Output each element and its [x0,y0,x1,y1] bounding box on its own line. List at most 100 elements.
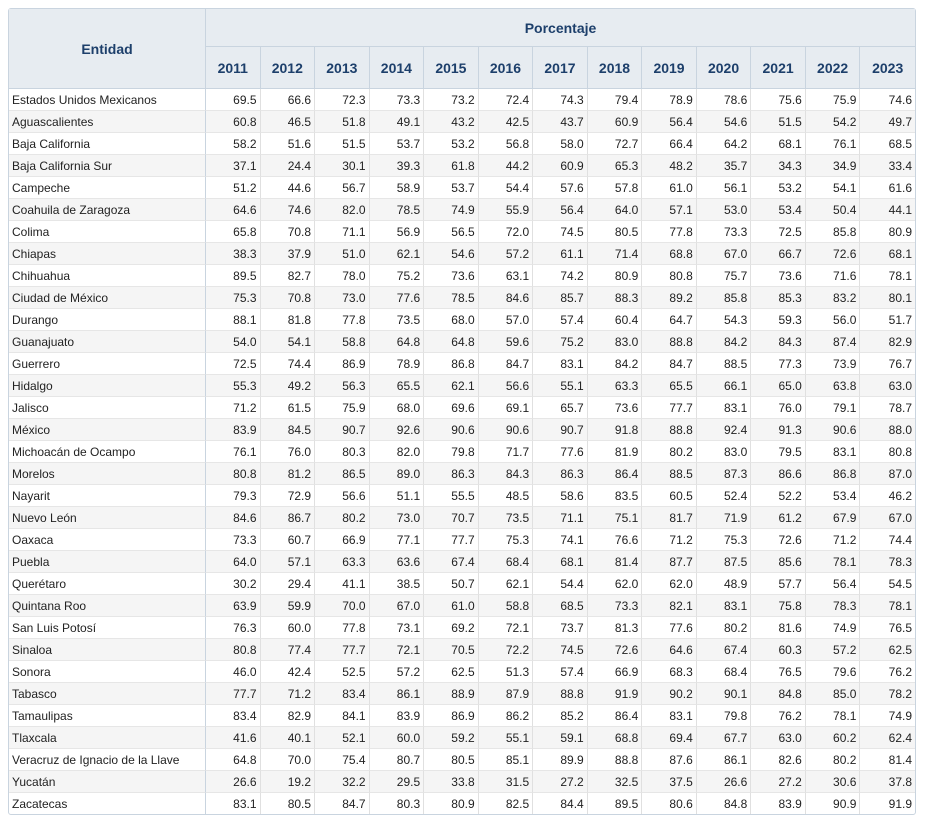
value-cell: 62.5 [424,661,479,683]
value-cell: 61.0 [424,595,479,617]
value-cell: 73.3 [369,89,425,111]
table-row: Nayarit 79.3 72.9 56.6 51.1 55.5 48.5 58.6 83.5 6… [9,485,915,507]
value-cell: 49.1 [369,111,425,133]
entity-name-cell: Oaxaca [9,529,206,551]
value-cell: 48.2 [642,155,697,177]
header-row-group: Entidad Porcentaje [9,9,915,89]
entity-name-cell: Quintana Roo [9,595,206,617]
value-cell: 44.1 [860,199,915,221]
value-cell: 74.9 [424,199,479,221]
value-cell: 89.5 [206,265,261,287]
column-header-year[interactable]: 2018 [587,47,643,89]
value-cell: 43.2 [424,111,479,133]
value-cell: 55.9 [478,199,534,221]
value-cell: 83.1 [805,441,861,463]
value-cell: 85.3 [751,287,806,309]
value-cell: 78.3 [860,551,915,573]
value-cell: 65.5 [369,375,425,397]
value-cell: 67.4 [696,639,752,661]
value-cell: 80.9 [424,793,479,814]
table-row: San Luis Potosí 76.3 60.0 77.8 73.1 69.2 72.1 7… [9,617,915,639]
value-cell: 85.0 [805,683,861,705]
value-cell: 83.1 [206,793,261,814]
entity-name-cell: Chihuahua [9,265,206,287]
column-header-year[interactable]: 2023 [860,47,915,89]
value-cell: 91.8 [587,419,643,441]
value-cell: 50.4 [805,199,861,221]
column-header-year[interactable]: 2011 [206,47,261,89]
table-row: Baja California 58.2 51.6 51.5 53.7 53.2 56.8 5… [9,133,915,155]
column-header-year[interactable]: 2019 [642,47,697,89]
column-header-year[interactable]: 2021 [751,47,806,89]
value-cell: 82.0 [315,199,370,221]
value-cell: 60.5 [642,485,697,507]
value-cell: 89.0 [369,463,425,485]
entity-name-cell: Ciudad de México [9,287,206,309]
table-row: Quintana Roo 63.9 59.9 70.0 67.0 61.0 58.8 68.5… [9,595,915,617]
value-cell: 74.2 [533,265,588,287]
value-cell: 85.2 [533,705,588,727]
value-cell: 75.9 [805,89,861,111]
value-cell: 29.5 [369,771,425,793]
value-cell: 73.5 [478,507,534,529]
value-cell: 72.3 [315,89,370,111]
value-cell: 90.1 [696,683,752,705]
column-header-year[interactable]: 2022 [805,47,861,89]
value-cell: 76.0 [751,397,806,419]
value-cell: 54.5 [860,573,915,595]
table-row: Hidalgo 55.3 49.2 56.3 65.5 62.1 56.6 55.1 63.3 6… [9,375,915,397]
column-header-entidad[interactable]: Entidad [9,9,206,89]
value-cell: 68.4 [696,661,752,683]
value-cell: 60.8 [206,111,261,133]
column-header-year[interactable]: 2015 [424,47,479,89]
value-cell: 56.9 [369,221,425,243]
value-cell: 76.6 [587,529,643,551]
value-cell: 82.7 [260,265,316,287]
value-cell: 84.3 [751,331,806,353]
value-cell: 44.6 [260,177,316,199]
column-header-year[interactable]: 2014 [369,47,425,89]
value-cell: 83.0 [587,331,643,353]
value-cell: 81.6 [751,617,806,639]
value-cell: 60.2 [805,727,861,749]
column-header-year[interactable]: 2013 [315,47,370,89]
value-cell: 86.4 [587,463,643,485]
value-cell: 76.0 [260,441,316,463]
value-cell: 63.9 [206,595,261,617]
value-cell: 57.8 [587,177,643,199]
value-cell: 65.8 [206,221,261,243]
entity-name-cell: Aguascalientes [9,111,206,133]
table-row: Aguascalientes 60.8 46.5 51.8 49.1 43.2 42.5 43… [9,111,915,133]
entity-name-cell: Baja California [9,133,206,155]
table-row: Jalisco 71.2 61.5 75.9 68.0 69.6 69.1 65.7 73.6 7… [9,397,915,419]
entity-name-cell: Baja California Sur [9,155,206,177]
value-cell: 60.0 [260,617,316,639]
value-cell: 82.6 [751,749,806,771]
entity-name-cell: Durango [9,309,206,331]
value-cell: 76.3 [206,617,261,639]
value-cell: 74.1 [533,529,588,551]
column-header-year[interactable]: 2012 [260,47,316,89]
value-cell: 75.8 [751,595,806,617]
value-cell: 48.5 [478,485,534,507]
column-header-year[interactable]: 2020 [696,47,752,89]
column-header-year[interactable]: 2016 [478,47,534,89]
column-header-year[interactable]: 2017 [533,47,588,89]
value-cell: 64.0 [587,199,643,221]
value-cell: 86.9 [315,353,370,375]
value-cell: 70.5 [424,639,479,661]
value-cell: 72.4 [478,89,534,111]
value-cell: 83.1 [696,397,752,419]
value-cell: 83.9 [751,793,806,814]
value-cell: 62.0 [642,573,697,595]
value-cell: 68.0 [424,309,479,331]
value-cell: 56.6 [315,485,370,507]
value-cell: 78.5 [369,199,425,221]
value-cell: 56.4 [533,199,588,221]
value-cell: 54.2 [805,111,861,133]
value-cell: 71.2 [206,397,261,419]
value-cell: 57.1 [642,199,697,221]
value-cell: 80.6 [642,793,697,814]
header-row-years: 2011 2012 2013 2014 2015 2016 2017 2018 2019 2020… [9,47,915,89]
value-cell: 68.5 [860,133,915,155]
